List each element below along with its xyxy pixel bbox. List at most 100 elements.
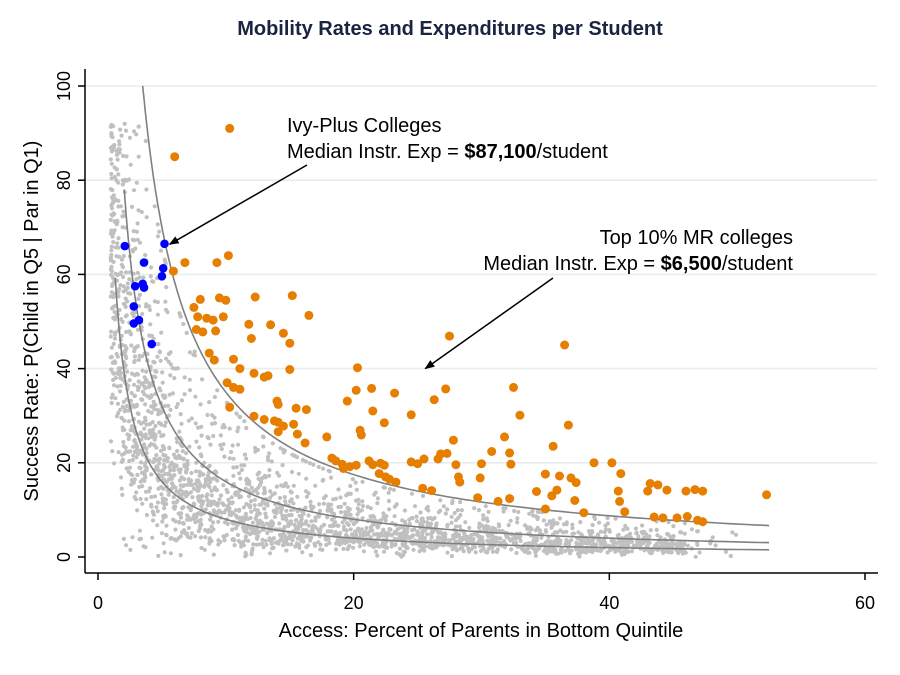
- college-point: [131, 428, 136, 433]
- college-point: [297, 513, 302, 518]
- college-point: [483, 504, 488, 509]
- college-point: [453, 539, 458, 544]
- college-point: [205, 497, 210, 503]
- college-point: [197, 510, 202, 516]
- college-point: [344, 528, 349, 533]
- college-point: [414, 532, 420, 537]
- college-point: [168, 468, 173, 473]
- college-point: [387, 527, 393, 532]
- college-point: [197, 445, 202, 450]
- college-point: [139, 397, 144, 402]
- college-point: [394, 502, 399, 507]
- college-point: [131, 129, 137, 134]
- college-point: [229, 495, 234, 500]
- college-point: [494, 539, 499, 544]
- college-point: [164, 523, 169, 528]
- college-point: [154, 445, 159, 450]
- college-point: [187, 388, 193, 393]
- top10-mr-point: [500, 432, 509, 442]
- college-point: [654, 527, 659, 533]
- college-point: [329, 507, 334, 512]
- college-point: [233, 508, 238, 513]
- top10-mr-point: [289, 419, 299, 429]
- college-point: [671, 524, 676, 529]
- college-point: [118, 127, 123, 132]
- annotation-top10-arrow: [424, 277, 554, 370]
- college-point: [142, 473, 148, 478]
- college-point: [501, 506, 506, 511]
- college-point: [277, 495, 283, 501]
- college-point: [535, 509, 540, 514]
- college-point: [108, 255, 113, 261]
- top10-mr-point: [475, 473, 485, 483]
- top10-mr-point: [211, 326, 221, 336]
- college-point: [311, 462, 316, 467]
- college-point: [280, 543, 286, 548]
- college-point: [290, 469, 295, 475]
- college-point: [178, 553, 183, 558]
- college-point: [267, 451, 272, 456]
- college-point: [249, 499, 254, 504]
- college-point: [325, 508, 330, 513]
- college-point: [115, 241, 120, 246]
- college-point: [185, 460, 190, 465]
- college-point: [144, 215, 149, 220]
- college-point: [199, 545, 204, 551]
- x-axis-title: Access: Percent of Parents in Bottom Qui…: [279, 620, 684, 642]
- college-point: [321, 477, 326, 482]
- college-point: [353, 480, 358, 485]
- college-point: [361, 530, 366, 535]
- top10-mr-point: [532, 487, 541, 496]
- college-point: [276, 473, 282, 478]
- college-point: [289, 497, 294, 502]
- college-point: [658, 535, 663, 540]
- college-point: [310, 525, 315, 530]
- college-point: [181, 490, 186, 495]
- college-point: [407, 517, 412, 522]
- college-point: [171, 468, 176, 473]
- college-point: [710, 535, 715, 540]
- top10-mr-point: [304, 310, 314, 320]
- college-point: [152, 204, 157, 209]
- annotation-ivy-plus: Ivy-Plus Colleges Median Instr. Exp = $8…: [168, 115, 608, 245]
- college-point: [147, 486, 153, 491]
- college-point: [133, 246, 138, 251]
- college-point: [310, 528, 315, 533]
- college-point: [236, 442, 241, 447]
- college-point: [208, 517, 213, 522]
- college-point: [140, 484, 145, 489]
- college-point: [119, 133, 124, 138]
- college-point: [222, 454, 227, 459]
- college-point: [555, 521, 560, 526]
- college-point: [162, 423, 167, 428]
- college-point: [514, 550, 519, 556]
- college-point: [159, 531, 165, 536]
- top10-mr-point: [195, 294, 205, 304]
- top10-mr-point: [374, 469, 384, 479]
- college-point: [144, 422, 149, 427]
- college-point: [124, 466, 129, 471]
- college-point: [648, 528, 653, 533]
- college-point: [457, 524, 462, 529]
- college-point: [340, 520, 345, 525]
- college-point: [508, 518, 513, 523]
- college-point: [289, 542, 294, 547]
- college-point: [357, 544, 362, 549]
- college-point: [151, 460, 156, 465]
- college-point: [498, 540, 503, 545]
- college-point: [120, 265, 126, 270]
- college-point: [178, 534, 183, 539]
- college-point: [112, 219, 117, 224]
- college-point: [625, 526, 630, 531]
- college-point: [170, 391, 175, 396]
- college-point: [255, 508, 260, 513]
- college-point: [543, 529, 549, 534]
- college-point: [191, 501, 196, 506]
- college-point: [512, 533, 517, 539]
- college-point: [357, 508, 362, 514]
- college-point: [156, 458, 161, 463]
- college-point: [243, 554, 248, 559]
- college-point: [144, 497, 149, 502]
- college-point: [342, 501, 347, 506]
- college-point: [622, 549, 628, 554]
